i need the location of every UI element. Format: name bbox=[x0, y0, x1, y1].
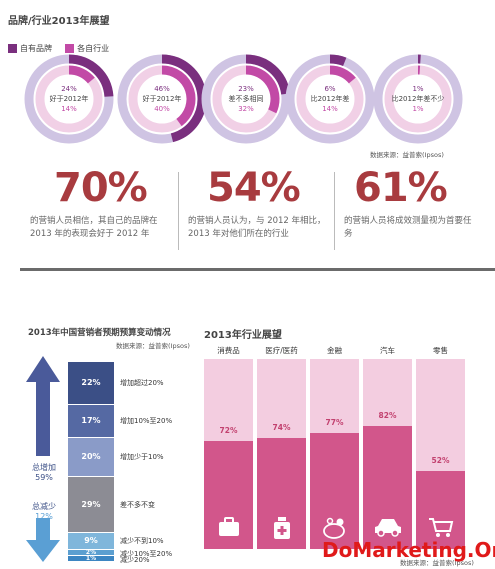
industry-bar bbox=[310, 433, 359, 549]
stat-text-3: 的营销人员将成效测量视为首要任务 bbox=[344, 216, 472, 239]
donut-label: 比2012年差 bbox=[311, 94, 350, 103]
stat-text-1: 的营销人员相信，其自己的品牌在2013 年的表现会好于 2012 年 bbox=[30, 216, 158, 239]
legend-swatch-industry bbox=[65, 44, 75, 53]
budget-category-label: 增加少于10% bbox=[120, 453, 164, 461]
industry-bar-value: 72% bbox=[219, 426, 238, 435]
budget-segment: 2% bbox=[68, 550, 114, 556]
decrease-arrow-icon bbox=[26, 518, 60, 562]
donut-inner-value: 1% bbox=[412, 105, 423, 113]
budget-category-label: 减少20% bbox=[120, 556, 150, 564]
donut-inner-value: 14% bbox=[61, 105, 77, 113]
industry-category-label: 零售 bbox=[433, 346, 448, 355]
budget-segment: 17% bbox=[68, 405, 114, 437]
budget-segment: 1% bbox=[68, 556, 114, 562]
donut-inner-arc bbox=[68, 65, 95, 84]
donut-inner-arc bbox=[329, 65, 356, 84]
decrease-value: 12% bbox=[35, 512, 53, 521]
industry-category-label: 消费品 bbox=[217, 346, 240, 355]
budget-segment: 20% bbox=[68, 438, 114, 476]
stat-value-1: 70% bbox=[54, 165, 148, 211]
donut-outer-value: 23% bbox=[238, 85, 254, 93]
industry-bar-chart: 消费品 72% 医疗/医药 74% 金融 77% 汽车 82% 零售 52% bbox=[204, 345, 470, 552]
piggy-bank-icon bbox=[310, 517, 359, 543]
legend: 自有品牌 各自行业 bbox=[8, 38, 117, 57]
industry-chart-title: 2013年行业展望 bbox=[204, 330, 282, 341]
budget-stacked-bar: 22% 17% 20% 29% 9% 2% 1% bbox=[68, 362, 114, 562]
industry-category-label: 金融 bbox=[327, 346, 342, 355]
industry-bar-value: 74% bbox=[272, 423, 291, 432]
donut-outer-value: 6% bbox=[324, 85, 335, 93]
industry-category-label: 医疗/医药 bbox=[265, 346, 298, 355]
donut-inner-value: 14% bbox=[322, 105, 338, 113]
budget-segment: 29% bbox=[68, 477, 114, 532]
donut-outer-arc bbox=[161, 54, 207, 143]
divider bbox=[178, 172, 179, 250]
budget-category-label: 增加10%至20% bbox=[120, 417, 173, 425]
industry-bar-value: 82% bbox=[378, 411, 397, 420]
donut-row: 24%好于2012年14%46%好于2012年40%23%差不多相同32%6%比… bbox=[24, 54, 463, 144]
donut-outer-value: 24% bbox=[61, 85, 77, 93]
budget-category-label: 增加超过20% bbox=[120, 379, 164, 387]
decrease-label: 总减少 bbox=[32, 502, 56, 511]
budget-category-label: 差不多不变 bbox=[120, 501, 155, 509]
section-title: 品牌/行业2013年展望 bbox=[8, 16, 110, 27]
donut-label: 好于2012年 bbox=[50, 94, 89, 103]
industry-bar bbox=[416, 471, 465, 549]
donut-outer-arc bbox=[245, 54, 291, 95]
donut-inner-arc bbox=[245, 65, 280, 114]
car-icon bbox=[363, 517, 412, 541]
industry-category-label: 汽车 bbox=[380, 346, 395, 355]
budget-chart-title: 2013年中国营销者预期预算变动情况 bbox=[28, 328, 171, 338]
donut-outer-value: 46% bbox=[154, 85, 170, 93]
industry-bar-value: 52% bbox=[431, 456, 450, 465]
divider bbox=[334, 172, 335, 250]
stat-value-2: 54% bbox=[207, 165, 301, 211]
donut-inner-arc bbox=[161, 65, 196, 127]
donut-outer-value: 1% bbox=[412, 85, 423, 93]
donut-inner-value: 32% bbox=[238, 105, 254, 113]
budget-chart-source: 数据来源：益普索(Ipsos) bbox=[116, 342, 190, 350]
budget-category-label: 减少不到10% bbox=[120, 537, 164, 545]
shopping-cart-icon bbox=[416, 517, 465, 543]
medicine-bottle-icon bbox=[257, 517, 306, 543]
donut-label: 差不多相同 bbox=[229, 94, 264, 103]
industry-bar-value: 77% bbox=[325, 418, 344, 427]
stat-text-2: 的营销人员认为，与 2012 年相比，2013 年对他们所在的行业 bbox=[188, 216, 326, 239]
briefcase-icon bbox=[204, 517, 253, 541]
increase-label: 总增加 bbox=[32, 463, 56, 472]
budget-segment: 9% bbox=[68, 533, 114, 549]
budget-category-label: 减少10%至20% bbox=[120, 550, 173, 558]
stat-value-3: 61% bbox=[354, 165, 448, 211]
increase-arrow-icon bbox=[26, 356, 60, 456]
donut-source: 数据来源：益普索(Ipsos) bbox=[370, 151, 444, 159]
donut-label: 好于2012年 bbox=[143, 94, 182, 103]
budget-segment: 22% bbox=[68, 362, 114, 404]
industry-chart-source: 数据来源：益普索(Ipsos) bbox=[400, 559, 474, 567]
section-separator bbox=[20, 268, 495, 271]
legend-label-industry: 各自行业 bbox=[77, 44, 110, 53]
donut-label: 比2012年差不少 bbox=[392, 94, 445, 103]
donut-outer-arc bbox=[329, 54, 347, 67]
legend-label-own-brand: 自有品牌 bbox=[20, 44, 52, 53]
watermark-logo: DoMarketing.Org bbox=[322, 538, 495, 562]
legend-swatch-own-brand bbox=[8, 44, 17, 53]
donut-inner-value: 40% bbox=[154, 105, 170, 113]
budget-arrows bbox=[26, 356, 60, 562]
increase-value: 59% bbox=[35, 473, 53, 482]
donut-outer-arc bbox=[68, 54, 114, 97]
